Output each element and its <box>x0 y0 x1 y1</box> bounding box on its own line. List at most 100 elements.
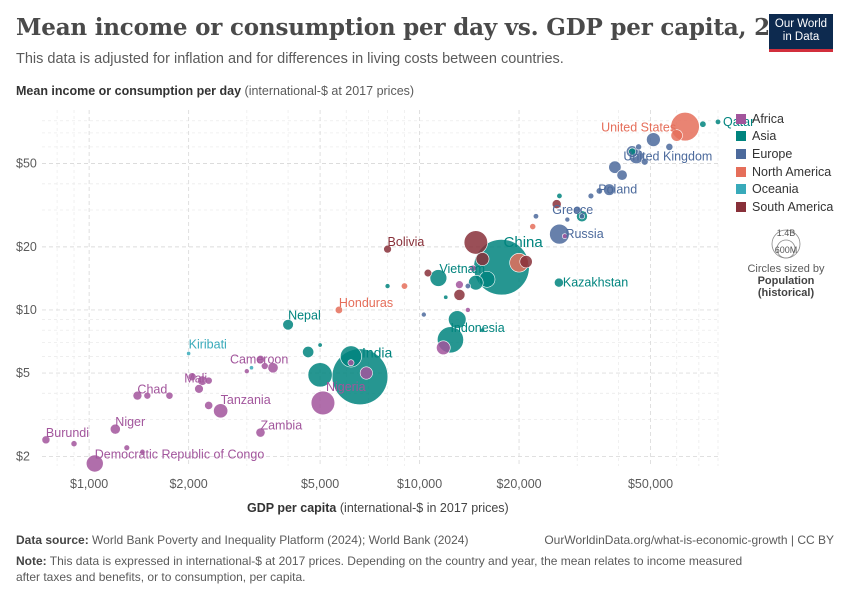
region-legend: Africa Asia Europe North America Oceania Sout… <box>736 110 833 216</box>
data-point <box>573 205 582 214</box>
legend-swatch <box>736 184 746 195</box>
source-text: World Bank Poverty and Inequality Platfo… <box>92 533 469 547</box>
size-legend-title: Circles sized by <box>747 263 825 275</box>
point-label: Bolivia <box>388 235 425 249</box>
size-label-small: 600M <box>775 245 798 255</box>
data-point <box>359 366 373 380</box>
data-point <box>554 277 564 288</box>
y-axis-label-unit: (international-$ at 2017 prices) <box>244 84 415 98</box>
chart-subtitle: This data is adjusted for inflation and … <box>16 51 564 67</box>
point-label: Chad <box>137 383 167 397</box>
data-point <box>549 223 570 245</box>
legend-swatch <box>736 113 746 124</box>
data-point <box>307 362 333 388</box>
data-point <box>436 340 451 355</box>
point-label: Nepal <box>288 309 321 323</box>
source-url[interactable]: OurWorldinData.org/what-is-economic-grow… <box>544 533 834 547</box>
data-point <box>132 390 143 401</box>
note: Note: This data is expressed in internat… <box>16 554 742 568</box>
data-point <box>85 454 104 473</box>
data-point <box>455 280 464 289</box>
source-label: Data source: <box>16 533 89 547</box>
legend-label: Africa <box>752 111 784 126</box>
owid-logo[interactable]: Our World in Data <box>769 14 833 52</box>
x-axis-label-unit: (international-$ in 2017 prices) <box>339 501 509 515</box>
point-label: United States <box>601 121 676 135</box>
x-tick-label: $10,000 <box>397 477 442 491</box>
point-label: Democratic Republic of Congo <box>95 448 265 462</box>
legend-item[interactable]: Africa <box>736 110 833 128</box>
data-point <box>255 427 266 438</box>
data-point <box>699 120 707 128</box>
data-point <box>383 244 392 254</box>
legend-swatch <box>736 166 746 177</box>
data-point <box>475 252 490 266</box>
size-legend-circles: 1.4B 600M <box>771 228 801 259</box>
data-point <box>463 230 488 255</box>
point-label: Honduras <box>339 296 393 310</box>
data-point <box>302 346 315 358</box>
y-tick-label: $10 <box>16 303 37 317</box>
point-label: Cameroon <box>230 353 288 367</box>
x-tick-label: $50,000 <box>628 477 673 491</box>
legend-item[interactable]: Europe <box>736 145 833 163</box>
point-label: Vietnam <box>439 262 485 276</box>
data-point <box>616 169 628 181</box>
point-label: Poland <box>598 183 637 197</box>
data-point <box>578 213 585 220</box>
data-point <box>465 307 471 313</box>
data-point <box>603 183 616 196</box>
size-circle-small <box>776 239 796 259</box>
point-label: Nigeria <box>326 380 366 394</box>
point-label: Kiribati <box>189 337 227 351</box>
data-point <box>249 365 254 371</box>
logo-line2: in Data <box>782 31 820 43</box>
size-legend-var1: Population <box>757 275 815 287</box>
data-point <box>340 345 362 368</box>
legend-item[interactable]: South America <box>736 198 833 216</box>
data-point <box>665 142 674 151</box>
data-point <box>479 327 485 333</box>
point-label: Burundi <box>46 426 89 440</box>
data-point <box>670 129 683 142</box>
data-point <box>595 187 603 195</box>
point-label: Indonesia <box>450 321 504 335</box>
data-point <box>561 233 568 239</box>
legend-item[interactable]: North America <box>736 163 833 181</box>
data-point <box>640 157 649 166</box>
legend-label: Asia <box>752 129 777 144</box>
y-tick-label: $50 <box>16 156 37 170</box>
point-label: China <box>504 234 544 251</box>
data-point <box>635 143 642 151</box>
data-point <box>143 391 152 400</box>
x-tick-label: $20,000 <box>496 477 541 491</box>
x-axis-label-bold: GDP per capita <box>247 501 337 515</box>
y-tick-label: $5 <box>16 366 30 380</box>
data-point <box>714 118 722 125</box>
point-label: United Kingdom <box>623 149 712 163</box>
size-legend: 1.4B 600M Circles sized by Population (h… <box>736 226 836 299</box>
point-label: Russia <box>565 227 603 241</box>
legend-item[interactable]: Asia <box>736 128 833 146</box>
data-point <box>469 264 477 272</box>
data-point <box>400 282 408 290</box>
data-point <box>423 268 433 278</box>
point-label: Zambia <box>260 419 302 433</box>
data-point <box>334 305 343 314</box>
data-point <box>608 160 622 174</box>
chart-title: Mean income or consumption per day vs. G… <box>16 14 818 41</box>
legend-item[interactable]: Oceania <box>736 180 833 198</box>
data-point <box>165 391 174 400</box>
data-point <box>421 311 427 318</box>
data-point <box>448 310 467 329</box>
data-points <box>41 112 722 473</box>
legend-label: North America <box>752 164 832 179</box>
data-source: Data source: World Bank Poverty and Ineq… <box>16 533 468 547</box>
data-point <box>186 351 192 356</box>
data-point <box>317 342 323 348</box>
data-point <box>282 319 294 331</box>
legend-swatch <box>736 148 746 159</box>
y-axis-label-bold: Mean income or consumption per day <box>16 84 242 98</box>
data-point <box>443 294 449 300</box>
